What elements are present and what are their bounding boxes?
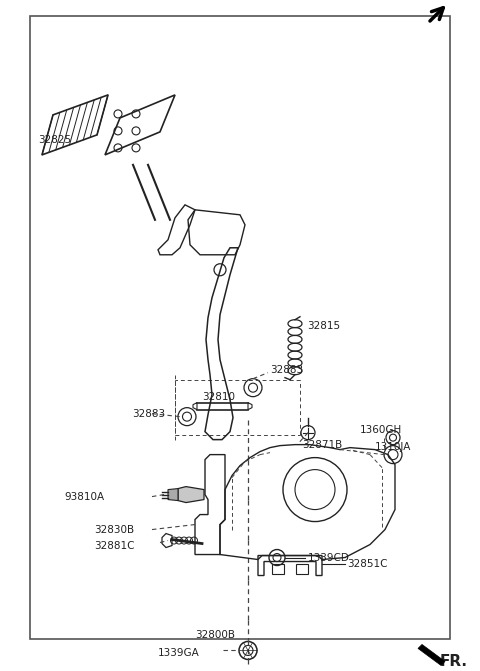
Text: 32883: 32883 [270,364,303,374]
Text: 1339CD: 1339CD [308,552,350,562]
Text: 32810: 32810 [202,392,235,402]
Text: 32800B: 32800B [195,631,235,640]
Polygon shape [168,488,178,501]
Text: 32830B: 32830B [94,525,134,535]
Polygon shape [178,486,204,503]
Text: 1339GA: 1339GA [158,648,200,658]
Text: 93810A: 93810A [64,492,104,502]
Text: 32851C: 32851C [347,558,387,568]
Text: 32881C: 32881C [94,541,134,550]
Text: 32815: 32815 [307,321,340,331]
Text: 1310JA: 1310JA [375,442,411,452]
Text: 1360GH: 1360GH [360,425,402,435]
Text: 32825: 32825 [38,135,71,145]
Text: FR.: FR. [440,654,468,669]
Bar [30,16,450,639]
Text: 32871B: 32871B [302,440,342,450]
Text: 32883: 32883 [132,409,165,419]
Polygon shape [418,644,445,666]
